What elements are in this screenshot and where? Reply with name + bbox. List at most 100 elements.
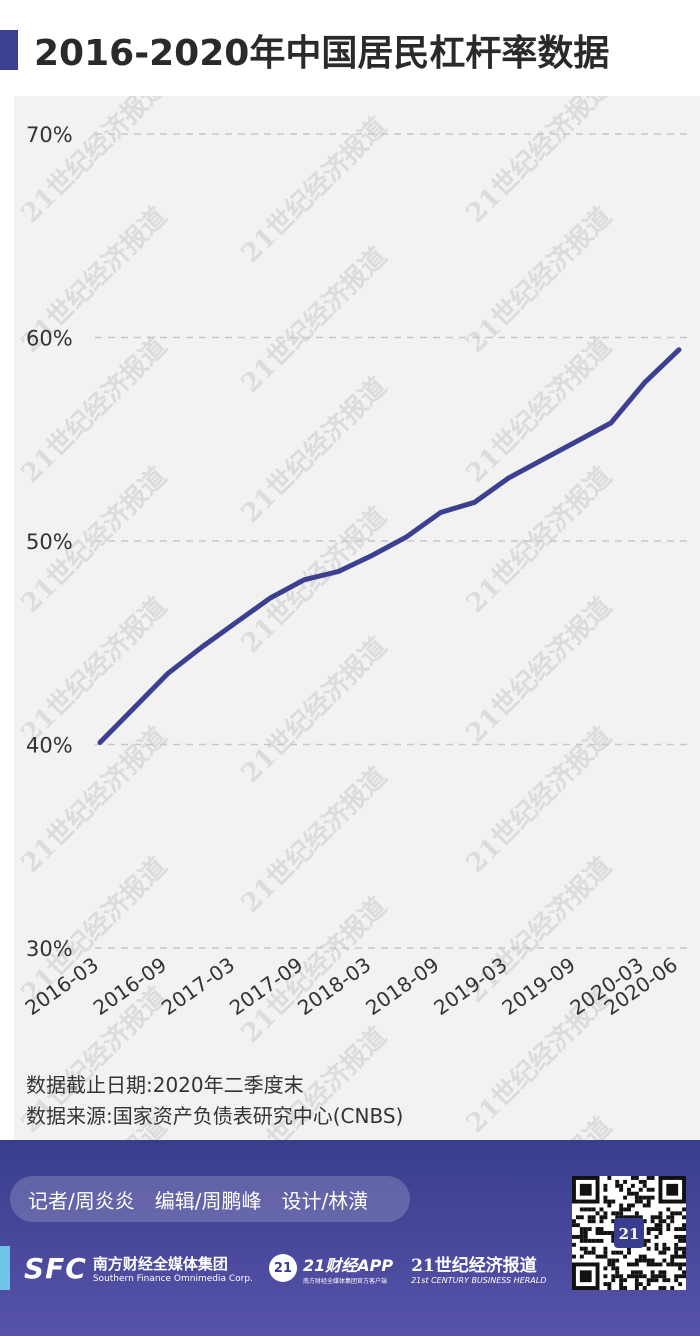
qr-module	[630, 1262, 635, 1267]
sfc-logo-text: 南方财经全媒体集团 Southern Finance Omnimedia Cor…	[93, 1253, 253, 1284]
qr-module	[674, 1246, 679, 1251]
qr-module	[678, 1211, 683, 1216]
qr-module	[611, 1211, 616, 1216]
qr-module	[666, 1262, 671, 1267]
qr-module	[611, 1262, 616, 1267]
qr-module	[642, 1286, 647, 1290]
qr-module	[627, 1246, 631, 1251]
qr-module	[599, 1231, 604, 1235]
qr-module	[650, 1187, 655, 1192]
app-name-cn: 21财经APP	[302, 1255, 394, 1275]
qr-code[interactable]: 21	[572, 1176, 686, 1290]
qr-module	[674, 1262, 679, 1267]
qr-module	[674, 1227, 679, 1232]
qr-module	[627, 1262, 631, 1267]
qr-module	[615, 1270, 620, 1275]
qr-module	[611, 1238, 616, 1243]
credit-reporter: 记者/周炎炎	[28, 1188, 135, 1213]
qr-module	[634, 1270, 639, 1275]
qr-module	[646, 1246, 651, 1251]
qr-module	[623, 1195, 628, 1200]
qr-module	[611, 1258, 616, 1263]
qr-module	[615, 1183, 620, 1188]
x-tick-label: 2017-03	[157, 952, 239, 1020]
herald-name-en: 21st CENTURY BUSINESS HERALD	[411, 1276, 547, 1285]
qr-center-badge	[614, 1218, 644, 1248]
qr-module	[587, 1238, 592, 1243]
qr-module	[603, 1187, 608, 1192]
qr-module	[650, 1176, 655, 1180]
qr-module	[670, 1254, 675, 1259]
series-line	[97, 347, 682, 745]
qr-module	[666, 1246, 671, 1251]
qr-module	[662, 1286, 667, 1290]
data-point	[371, 554, 373, 556]
qr-module	[678, 1227, 683, 1232]
qr-module	[599, 1238, 604, 1243]
qr-module	[670, 1258, 675, 1263]
qr-module	[579, 1234, 584, 1239]
qr-module	[572, 1234, 576, 1239]
data-point	[303, 579, 305, 581]
data-point	[406, 536, 408, 538]
qr-module	[583, 1234, 588, 1239]
qr-module	[595, 1254, 600, 1259]
qr-module	[595, 1211, 600, 1216]
qr-module	[583, 1207, 588, 1212]
qr-module	[630, 1203, 635, 1208]
qr-module	[607, 1199, 612, 1204]
data-point	[440, 512, 442, 514]
data-point	[235, 621, 237, 623]
qr-module	[682, 1250, 686, 1255]
qr-module	[654, 1262, 659, 1267]
qr-module	[603, 1215, 608, 1220]
y-tick-label: 30%	[26, 937, 73, 961]
qr-module	[583, 1246, 588, 1251]
qr-module	[619, 1215, 624, 1220]
qr-module	[682, 1223, 686, 1228]
qr-module	[619, 1282, 624, 1287]
qr-module	[650, 1219, 655, 1224]
qr-module	[646, 1203, 651, 1208]
qr-module	[572, 1254, 576, 1259]
qr-module	[646, 1195, 651, 1200]
chart-notes: 数据截止日期:2020年二季度末 数据来源:国家资产负债表研究中心(CNBS)	[26, 1070, 403, 1132]
qr-module	[575, 1234, 580, 1239]
qr-center-badge-text: 21	[619, 1225, 640, 1243]
qr-module	[674, 1242, 679, 1247]
qr-module	[611, 1266, 616, 1271]
qr-module	[642, 1179, 647, 1184]
qr-module	[654, 1227, 659, 1232]
qr-code-pattern: 21	[572, 1176, 686, 1290]
qr-module	[638, 1270, 643, 1275]
qr-module	[658, 1286, 663, 1290]
qr-module	[678, 1266, 683, 1271]
qr-module	[638, 1215, 643, 1220]
qr-module	[674, 1274, 679, 1279]
qr-module	[682, 1270, 686, 1275]
qr-module	[630, 1274, 635, 1279]
qr-module	[603, 1195, 608, 1200]
qr-module	[619, 1187, 624, 1192]
qr-module	[579, 1246, 584, 1251]
qr-module	[603, 1282, 608, 1287]
qr-module	[646, 1231, 651, 1235]
qr-module	[634, 1286, 639, 1290]
qr-module	[666, 1223, 671, 1228]
qr-module	[583, 1231, 588, 1235]
qr-module	[646, 1258, 651, 1263]
qr-module	[583, 1227, 588, 1232]
qr-module	[603, 1254, 608, 1259]
qr-module	[591, 1219, 596, 1224]
qr-finder-core	[579, 1183, 592, 1196]
qr-module	[658, 1223, 663, 1228]
qr-module	[650, 1274, 655, 1279]
qr-module	[591, 1207, 596, 1212]
qr-module	[599, 1227, 604, 1232]
qr-module	[587, 1227, 592, 1232]
qr-module	[623, 1286, 628, 1290]
qr-module	[646, 1199, 651, 1204]
qr-module	[650, 1270, 655, 1275]
qr-module	[575, 1215, 580, 1220]
qr-module	[572, 1219, 576, 1224]
